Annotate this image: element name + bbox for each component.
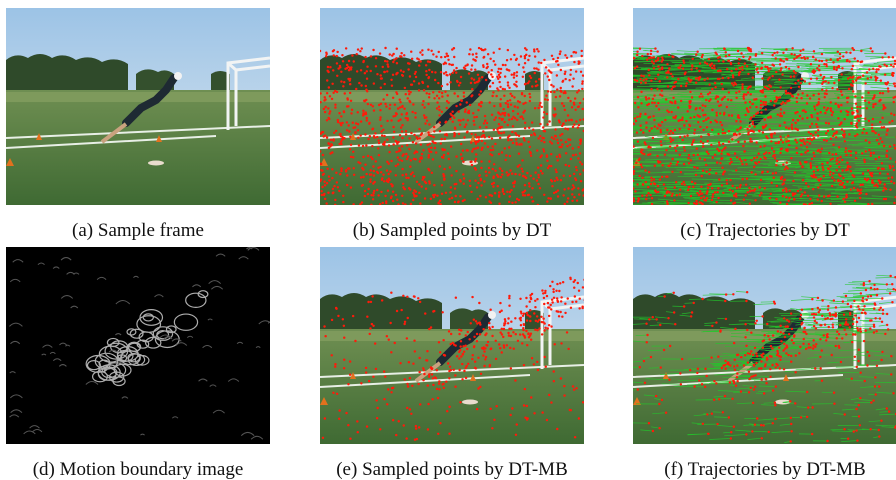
panels: (a) Sample frame (b) Sampled points by DT… bbox=[6, 8, 896, 480]
caption: (c) Trajectories by DT bbox=[680, 220, 850, 241]
panel: (b) Sampled points by DT bbox=[320, 8, 584, 241]
panel: (f) Trajectories by DT-MB bbox=[619, 247, 896, 480]
panel-image bbox=[619, 247, 896, 444]
scene bbox=[633, 247, 896, 444]
caption: (b) Sampled points by DT bbox=[353, 220, 552, 241]
panel-image bbox=[6, 8, 270, 205]
panel: (e) Sampled points by DT-MB bbox=[320, 247, 585, 480]
scene bbox=[6, 8, 270, 205]
caption: (d) Motion boundary image bbox=[33, 459, 244, 480]
page: (a) Sample frame (b) Sampled points by DT… bbox=[0, 0, 896, 480]
panel: (a) Sample frame bbox=[6, 8, 270, 241]
panel-image bbox=[320, 247, 585, 444]
caption: (e) Sampled points by DT-MB bbox=[336, 459, 568, 480]
panel-image bbox=[6, 247, 276, 444]
scene bbox=[320, 247, 584, 444]
caption: (f) Trajectories by DT-MB bbox=[664, 459, 865, 480]
figure: (a) Sample frame (b) Sampled points by DT… bbox=[0, 0, 896, 480]
panel: (c) Trajectories by DT bbox=[599, 8, 896, 241]
panel: (d) Motion boundary image bbox=[6, 247, 276, 480]
panel-image bbox=[320, 8, 584, 205]
panel-image bbox=[599, 8, 896, 206]
caption: (a) Sample frame bbox=[72, 220, 204, 241]
